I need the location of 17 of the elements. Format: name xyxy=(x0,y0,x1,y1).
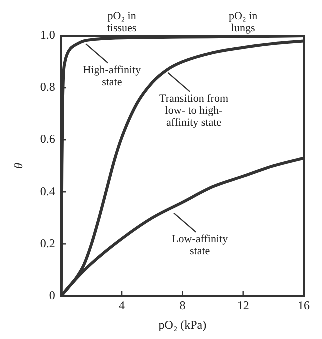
y-tick-label: 0.6 xyxy=(40,132,56,146)
x-tick-label: 12 xyxy=(237,298,250,313)
annotation: Transition from low- to high- affinity state xyxy=(160,93,229,130)
x-tick-label: 4 xyxy=(119,298,126,313)
y-axis-title: θ xyxy=(11,163,26,170)
annotation: High-affinity state xyxy=(83,64,142,89)
x-axis-title: pO₂ (kPa) xyxy=(158,318,207,332)
x-tick-label: 8 xyxy=(180,298,186,313)
y-tick-label: 0 xyxy=(49,288,56,302)
x-tick-label: 16 xyxy=(298,298,310,313)
text: pO₂ in tissues xyxy=(107,10,137,34)
y-tick-label: 1.0 xyxy=(40,28,56,42)
annotation: Low-affinity state xyxy=(172,234,229,258)
y-tick-label: 0.4 xyxy=(40,184,56,198)
text: pO₂ in lungs xyxy=(229,10,258,34)
y-tick-label: 0.2 xyxy=(40,236,56,250)
y-tick-label: 0.8 xyxy=(40,80,56,94)
